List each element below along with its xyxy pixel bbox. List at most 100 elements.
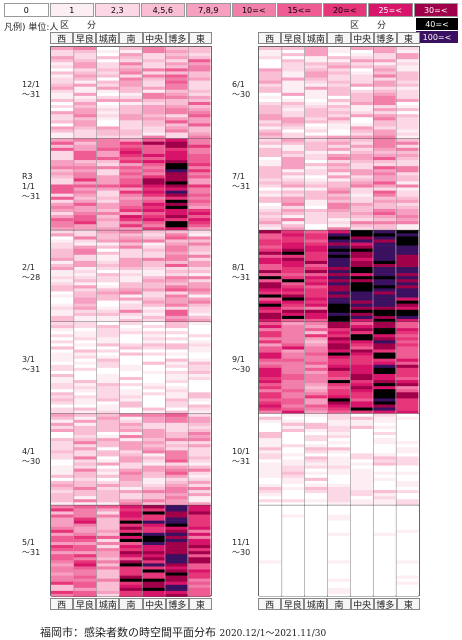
heatmap-cell bbox=[281, 590, 305, 595]
heatmap-cell bbox=[373, 59, 396, 63]
heatmap-cell bbox=[304, 236, 328, 240]
heatmap-cell bbox=[396, 465, 419, 469]
legend-extra-swatch-1: 100=< bbox=[416, 31, 458, 43]
heatmap-cell bbox=[142, 340, 165, 344]
heatmap-cell bbox=[73, 428, 97, 433]
heatmap-cell bbox=[373, 557, 396, 561]
heatmap-cell bbox=[327, 487, 350, 491]
heatmap-cell bbox=[188, 117, 211, 121]
heatmap-cell bbox=[259, 187, 282, 191]
heatmap-cell bbox=[281, 294, 305, 298]
heatmap-cell bbox=[350, 373, 373, 378]
heatmap-cell bbox=[259, 175, 282, 179]
heatmap-cell bbox=[142, 215, 165, 219]
heatmap-cell bbox=[327, 166, 350, 170]
heatmap-cell bbox=[327, 337, 350, 341]
heatmap-cell bbox=[304, 230, 328, 234]
heatmap-cell bbox=[327, 428, 350, 433]
heatmap-cell bbox=[165, 312, 188, 317]
heatmap-cell bbox=[396, 493, 419, 497]
heatmap-cell bbox=[96, 95, 120, 100]
heatmap-cell bbox=[142, 526, 165, 531]
heatmap-cell bbox=[304, 318, 328, 323]
heatmap-cell bbox=[142, 474, 165, 479]
heatmap-cell bbox=[373, 224, 396, 228]
heatmap-cell bbox=[396, 514, 419, 518]
heatmap-cell bbox=[396, 364, 419, 369]
heatmap-cell bbox=[259, 514, 282, 518]
heatmap-cell bbox=[373, 163, 396, 167]
heatmap-cell bbox=[188, 566, 211, 570]
heatmap-cell bbox=[96, 251, 120, 256]
heatmap-cell bbox=[142, 505, 165, 509]
heatmap-cell bbox=[396, 117, 419, 121]
heatmap-cell bbox=[188, 407, 211, 411]
heatmap-cell bbox=[304, 263, 328, 268]
heatmap-cell bbox=[304, 447, 328, 451]
heatmap-cell bbox=[142, 236, 165, 240]
heatmap-cell bbox=[188, 456, 211, 460]
heatmap-cell bbox=[327, 267, 350, 271]
heatmap-cell bbox=[259, 572, 282, 576]
heatmap-cell bbox=[259, 233, 282, 237]
heatmap-cell bbox=[165, 465, 188, 469]
heatmap-cell bbox=[304, 178, 328, 182]
heatmap-cell bbox=[73, 459, 97, 463]
heatmap-cell bbox=[304, 410, 328, 414]
heatmap-cell bbox=[73, 416, 97, 421]
heatmap-cell bbox=[304, 248, 328, 253]
heatmap-cell bbox=[350, 590, 373, 595]
heatmap-cell bbox=[165, 83, 188, 88]
heatmap-cell bbox=[165, 221, 188, 225]
heatmap-cell bbox=[350, 444, 373, 448]
heatmap-cell bbox=[304, 563, 328, 567]
heatmap-cell bbox=[119, 215, 142, 219]
heatmap-cell bbox=[165, 367, 188, 372]
heatmap-cell bbox=[396, 557, 419, 561]
heatmap-cell bbox=[327, 227, 350, 231]
heatmap-cell bbox=[142, 242, 165, 246]
heatmap-cell bbox=[304, 300, 328, 304]
heatmap-cell bbox=[96, 254, 120, 259]
heatmap-cell bbox=[188, 120, 211, 124]
column-label: 中央 bbox=[350, 32, 374, 45]
heatmap-cell bbox=[165, 514, 188, 518]
heatmap-cell bbox=[188, 340, 211, 344]
heatmap-cell bbox=[119, 502, 142, 506]
heatmap-cell bbox=[119, 218, 142, 222]
heatmap-cell bbox=[396, 205, 419, 210]
heatmap-cell bbox=[51, 172, 74, 176]
heatmap-cell bbox=[119, 542, 142, 546]
heatmap-cell bbox=[281, 514, 305, 518]
heatmap-cell bbox=[73, 196, 97, 201]
heatmap-cell bbox=[259, 459, 282, 463]
heatmap-cell bbox=[96, 135, 120, 139]
heatmap-cell bbox=[350, 487, 373, 491]
heatmap-cell bbox=[188, 251, 211, 256]
heatmap-cell bbox=[373, 251, 396, 256]
heatmap-cell bbox=[119, 144, 142, 149]
heatmap-cell bbox=[259, 56, 282, 60]
heatmap-cell bbox=[51, 465, 74, 469]
heatmap-cell bbox=[165, 505, 188, 509]
heatmap-cell bbox=[119, 199, 142, 204]
heatmap-cell bbox=[51, 441, 74, 445]
heatmap-cell bbox=[373, 337, 396, 341]
heatmap-cell bbox=[73, 50, 97, 54]
heatmap-cell bbox=[96, 566, 120, 570]
heatmap-cell bbox=[142, 205, 165, 210]
heatmap-cell bbox=[327, 444, 350, 448]
heatmap-cell bbox=[259, 575, 282, 579]
heatmap-cell bbox=[373, 563, 396, 567]
heatmap-cell bbox=[165, 65, 188, 69]
heatmap-cell bbox=[373, 257, 396, 262]
heatmap-cell bbox=[96, 474, 120, 479]
column-label: 東 bbox=[188, 598, 212, 611]
heatmap-cell bbox=[373, 92, 396, 97]
heatmap-cell bbox=[73, 257, 97, 262]
heatmap-cell bbox=[96, 480, 120, 485]
heatmap-cell bbox=[281, 190, 305, 194]
heatmap-cell bbox=[281, 239, 305, 243]
heatmap-cell bbox=[73, 215, 97, 219]
heatmap-cell bbox=[396, 141, 419, 146]
